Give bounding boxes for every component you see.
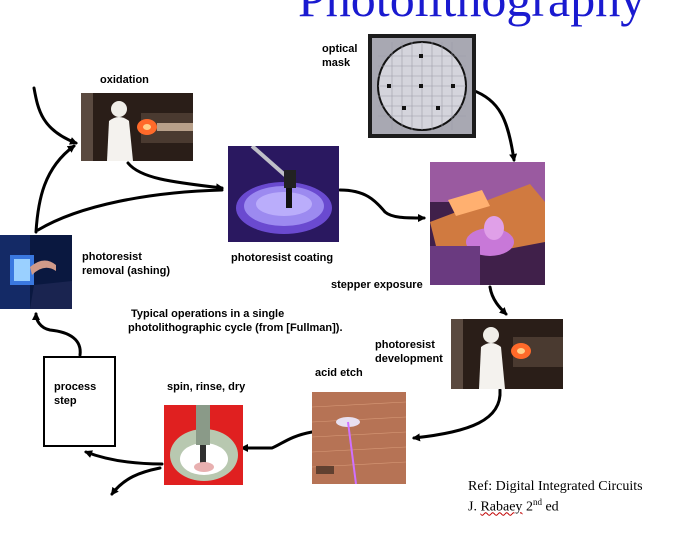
photoresist-development-image: [451, 319, 563, 389]
photoresist-coating-label: photoresist coating: [231, 252, 334, 264]
photoresist-development-label-line1: photoresist: [375, 339, 435, 351]
arrow-oxidation-to-coating: [126, 161, 224, 192]
arrow-incoming-to-oxidation: [32, 86, 78, 145]
page-title: Photolithography: [298, 0, 645, 28]
reference-line2: J. Rabaey 2nd ed: [468, 497, 559, 516]
spin-rinse-dry-image: [164, 405, 243, 485]
arrow-removal-to-oxidation: [34, 144, 76, 234]
reference-author-name: Rabaey: [480, 499, 523, 515]
reference-author-initial: J.: [468, 499, 477, 515]
photoresist-development-label: photoresist development: [375, 338, 443, 366]
arrow-spin-out: [110, 466, 162, 496]
acid-etch-label: acid etch: [315, 367, 363, 379]
arrow-acidetch-to-spin: [240, 430, 314, 452]
process-step-label-line1: process: [54, 381, 97, 393]
arrow-stepper-to-development: [488, 285, 508, 316]
optical-mask-label-line1: optical: [322, 43, 358, 55]
optical-mask-label: optical mask: [322, 42, 357, 70]
photoresist-coating-image: [228, 146, 339, 242]
stepper-exposure-label: stepper exposure: [331, 279, 423, 291]
stepper-exposure-image: [430, 162, 545, 285]
arrow-processstep-to-removal: [32, 312, 82, 357]
cycle-caption-line2: photolithographic cycle (from [Fullman])…: [128, 322, 343, 334]
oxidation-label: oxidation: [100, 74, 149, 86]
arrow-coating-to-stepper: [338, 188, 426, 222]
oxidation-image: [81, 93, 193, 161]
photoresist-removal-label-line2: removal (ashing): [82, 265, 171, 277]
arrow-mask-to-stepper: [470, 88, 518, 162]
process-step-label: process step: [54, 380, 96, 408]
arrow-development-to-acidetch: [412, 388, 502, 442]
photoresist-removal-label: photoresist removal (ashing): [82, 250, 170, 278]
spin-rinse-dry-label: spin, rinse, dry: [167, 381, 246, 393]
optical-mask-label-line2: mask: [322, 57, 351, 69]
arrow-removal-to-coating: [36, 188, 224, 232]
photoresist-removal-image: [0, 235, 72, 309]
reference-line1: Ref: Digital Integrated Circuits: [468, 479, 643, 494]
acid-etch-image: [312, 392, 406, 484]
cycle-caption-line1: Typical operations in a single: [131, 308, 285, 320]
reference-edition-sup: nd: [532, 497, 542, 507]
process-step-label-line2: step: [54, 395, 77, 407]
reference-edition-word: ed: [545, 499, 559, 515]
cycle-caption: Typical operations in a single photolith…: [128, 307, 343, 335]
photoresist-development-label-line2: development: [375, 353, 443, 365]
reference-edition-num: 2: [525, 499, 533, 515]
process-step-box: [43, 356, 116, 447]
photoresist-removal-label-line1: photoresist: [82, 251, 142, 263]
arrow-spin-to-processstep: [84, 450, 164, 466]
optical-mask-image: [368, 34, 476, 138]
